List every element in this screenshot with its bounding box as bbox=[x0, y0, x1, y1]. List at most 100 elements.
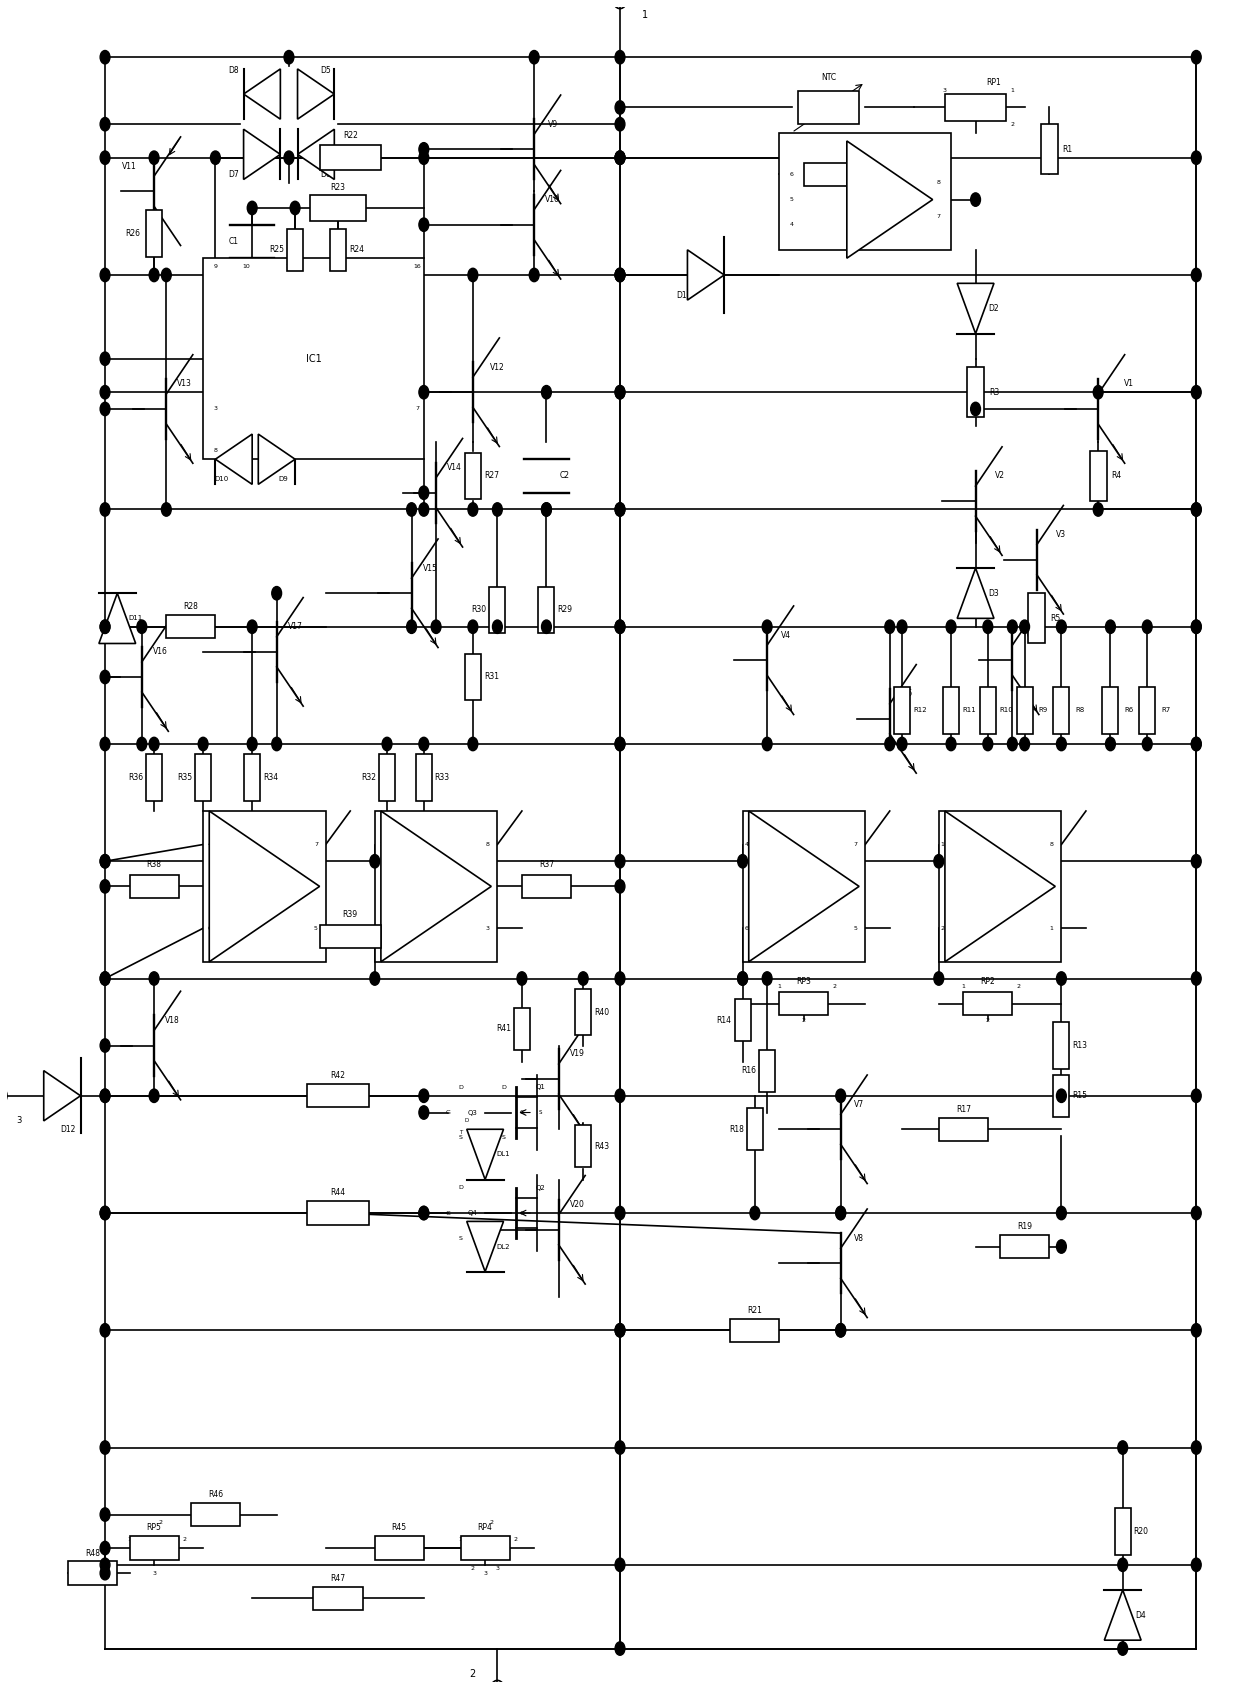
Text: R13: R13 bbox=[1073, 1040, 1087, 1051]
Text: V8: V8 bbox=[854, 1233, 864, 1243]
Bar bbox=[320, 145, 381, 171]
Bar bbox=[1040, 125, 1058, 174]
Circle shape bbox=[615, 150, 625, 164]
Text: D1: D1 bbox=[676, 291, 687, 299]
Bar bbox=[575, 1125, 591, 1167]
Polygon shape bbox=[466, 1130, 503, 1179]
Bar bbox=[195, 753, 211, 801]
Circle shape bbox=[432, 620, 441, 633]
Circle shape bbox=[149, 971, 159, 985]
Text: R29: R29 bbox=[557, 605, 573, 615]
Polygon shape bbox=[258, 434, 295, 485]
Text: R4: R4 bbox=[1111, 471, 1122, 480]
Text: 1: 1 bbox=[777, 985, 781, 990]
Circle shape bbox=[100, 738, 110, 750]
Text: R25: R25 bbox=[269, 245, 284, 255]
Bar bbox=[379, 753, 396, 801]
Text: V9: V9 bbox=[548, 120, 558, 128]
Text: 3: 3 bbox=[153, 1571, 156, 1576]
Circle shape bbox=[100, 51, 110, 64]
Text: R26: R26 bbox=[125, 228, 140, 238]
Text: R42: R42 bbox=[331, 1071, 346, 1081]
Text: R8: R8 bbox=[1075, 708, 1085, 713]
Text: V7: V7 bbox=[854, 1100, 864, 1108]
Bar bbox=[894, 687, 910, 735]
Bar bbox=[191, 1503, 239, 1527]
Text: C2: C2 bbox=[559, 471, 570, 480]
Circle shape bbox=[247, 201, 257, 215]
Circle shape bbox=[272, 738, 281, 750]
Bar bbox=[203, 258, 424, 459]
Text: R43: R43 bbox=[594, 1142, 609, 1150]
Circle shape bbox=[885, 620, 894, 633]
Circle shape bbox=[1192, 738, 1202, 750]
Text: IC4-1: IC4-1 bbox=[992, 883, 1008, 890]
Circle shape bbox=[100, 620, 110, 633]
Text: V1: V1 bbox=[1123, 380, 1133, 388]
Circle shape bbox=[750, 1206, 760, 1219]
Text: 5: 5 bbox=[853, 926, 857, 931]
Circle shape bbox=[1117, 1441, 1127, 1454]
Text: 3: 3 bbox=[486, 926, 490, 931]
Circle shape bbox=[419, 1206, 429, 1219]
Text: 5: 5 bbox=[314, 926, 317, 931]
Text: R1: R1 bbox=[1063, 145, 1073, 154]
Text: 6: 6 bbox=[207, 926, 211, 931]
Circle shape bbox=[100, 880, 110, 893]
Polygon shape bbox=[687, 250, 724, 301]
Bar bbox=[780, 991, 828, 1015]
Text: RP1: RP1 bbox=[987, 78, 1002, 86]
Circle shape bbox=[615, 101, 625, 115]
Bar bbox=[244, 753, 260, 801]
Circle shape bbox=[100, 118, 110, 132]
Text: V3: V3 bbox=[1056, 530, 1066, 539]
Bar bbox=[759, 1049, 775, 1091]
Text: 4: 4 bbox=[207, 843, 211, 846]
Text: V17: V17 bbox=[288, 622, 303, 632]
Circle shape bbox=[100, 1542, 110, 1556]
Text: V10: V10 bbox=[546, 196, 560, 204]
Text: IC4-2: IC4-2 bbox=[795, 883, 812, 890]
Text: 11: 11 bbox=[285, 263, 293, 269]
Circle shape bbox=[149, 1089, 159, 1103]
Text: R17: R17 bbox=[956, 1105, 971, 1113]
Circle shape bbox=[578, 971, 588, 985]
Circle shape bbox=[615, 1324, 625, 1338]
Bar bbox=[743, 811, 866, 961]
Circle shape bbox=[615, 880, 625, 893]
Text: 2: 2 bbox=[159, 1520, 162, 1525]
Circle shape bbox=[407, 503, 417, 517]
Circle shape bbox=[897, 620, 906, 633]
Text: 9: 9 bbox=[213, 263, 217, 269]
Circle shape bbox=[529, 51, 539, 64]
Bar bbox=[939, 811, 1061, 961]
Circle shape bbox=[149, 738, 159, 750]
Circle shape bbox=[615, 1089, 625, 1103]
Text: D2: D2 bbox=[988, 304, 999, 312]
Text: V12: V12 bbox=[490, 363, 505, 372]
Text: 8: 8 bbox=[1049, 843, 1054, 846]
Polygon shape bbox=[216, 434, 252, 485]
Text: G: G bbox=[446, 1211, 451, 1216]
Bar bbox=[68, 1561, 118, 1584]
Text: V18: V18 bbox=[165, 1015, 180, 1025]
Text: D4: D4 bbox=[1136, 1611, 1147, 1620]
Circle shape bbox=[1142, 620, 1152, 633]
Text: R31: R31 bbox=[484, 672, 498, 681]
Bar bbox=[288, 230, 303, 270]
Text: 3: 3 bbox=[213, 407, 217, 412]
Circle shape bbox=[1192, 385, 1202, 399]
Circle shape bbox=[1094, 503, 1104, 517]
Circle shape bbox=[1019, 738, 1029, 750]
Circle shape bbox=[161, 503, 171, 517]
Bar bbox=[804, 162, 853, 186]
Text: V13: V13 bbox=[177, 380, 192, 388]
Bar bbox=[415, 753, 432, 801]
Text: V19: V19 bbox=[569, 1049, 584, 1059]
Circle shape bbox=[615, 971, 625, 985]
Text: R7: R7 bbox=[1161, 708, 1171, 713]
Circle shape bbox=[247, 738, 257, 750]
Bar bbox=[945, 95, 1006, 122]
Text: S: S bbox=[459, 1236, 463, 1241]
Text: R5: R5 bbox=[1050, 613, 1060, 623]
